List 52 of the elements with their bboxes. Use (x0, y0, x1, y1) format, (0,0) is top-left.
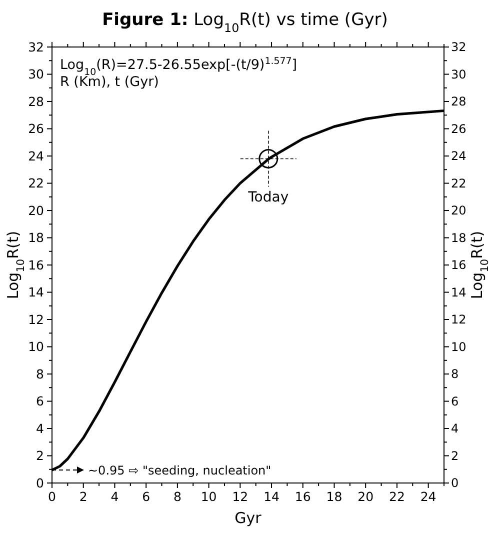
y-tick-label: 6 (36, 394, 44, 409)
annotation: ~0.95 ⇨ "seeding, nucleation" (88, 463, 272, 478)
y2-tick-label: 4 (451, 422, 459, 436)
y2-tick-label: 8 (451, 367, 459, 382)
y2-tick-label: 18 (451, 230, 466, 245)
y2-tick-label: 28 (451, 94, 466, 109)
chart-title: Figure 1: Log$_{10}$R(t) vs time (Gyr) (102, 10, 388, 35)
x-tick-label: 12 (232, 489, 248, 504)
x-tick-label: 4 (110, 489, 119, 504)
y2-tick-label: 0 (451, 476, 459, 490)
x-tick-label: 20 (358, 489, 374, 504)
x-axis-title: Gyr (234, 509, 262, 527)
y-tick-label: 12 (28, 312, 44, 327)
y-tick-label: 4 (36, 420, 44, 436)
y-tick-label: 10 (28, 339, 44, 354)
y-tick-label: 22 (28, 176, 44, 191)
y-tick-label: 18 (28, 230, 44, 246)
x-tick-label: 0 (48, 489, 56, 504)
y2-tick-label: 22 (451, 176, 466, 190)
y2-tick-label: 26 (451, 122, 466, 136)
y2-tick-label: 10 (451, 340, 466, 354)
y-tick-label: 20 (28, 202, 44, 218)
y-tick-label: 16 (28, 257, 44, 272)
x-tick-label: 10 (200, 489, 217, 504)
x-tick-label: 18 (326, 489, 342, 504)
x-tick-label: 16 (294, 489, 311, 504)
y2-tick-label: 14 (451, 285, 466, 300)
x-tick-label: 14 (264, 489, 280, 504)
x-tick-label: 24 (420, 489, 436, 504)
y-tick-label: 32 (28, 39, 44, 54)
y2-tick-label: 20 (451, 204, 466, 218)
x-tick-label: 22 (389, 489, 405, 504)
x-tick-label: 2 (79, 489, 88, 504)
y-tick-label: 14 (28, 284, 44, 300)
y-tick-label: 2 (36, 448, 44, 464)
y-tick-label: 28 (28, 94, 44, 109)
y2-tick-label: 30 (451, 67, 466, 82)
y-tick-label: 30 (28, 66, 44, 82)
y2-tick-label: 16 (451, 258, 466, 272)
y2-tick-label: 12 (451, 312, 466, 327)
y-tick-label: 24 (28, 148, 44, 164)
y-tick-label: 0 (36, 475, 44, 490)
y2-tick-label: 32 (451, 40, 466, 54)
y2-tick-label: 6 (451, 394, 459, 408)
annotation: R (Km), t (Gyr) (60, 74, 159, 90)
x-tick-label: 6 (142, 489, 150, 504)
y-tick-label: 26 (28, 121, 44, 136)
x-tick-label: 8 (173, 489, 182, 504)
annotation: Today (247, 190, 289, 206)
y2-tick-label: 24 (451, 149, 466, 164)
y2-tick-label: 2 (451, 448, 459, 463)
y-tick-label: 8 (36, 366, 44, 382)
